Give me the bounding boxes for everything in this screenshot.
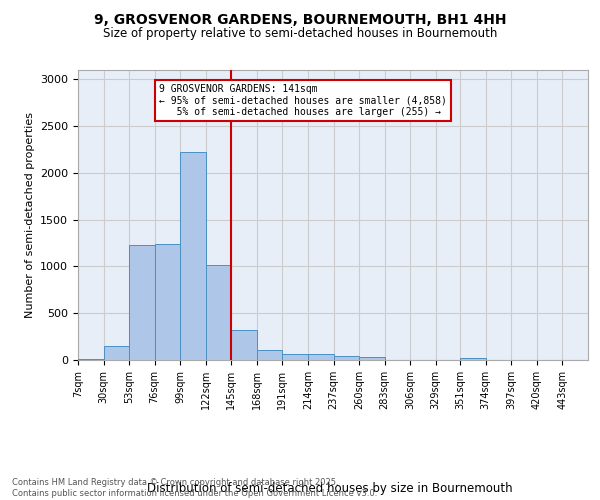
Bar bbox=[257, 350, 283, 360]
Text: 9 GROSVENOR GARDENS: 141sqm
← 95% of semi-detached houses are smaller (4,858)
  : 9 GROSVENOR GARDENS: 141sqm ← 95% of sem… bbox=[159, 84, 447, 117]
Y-axis label: Number of semi-detached properties: Number of semi-detached properties bbox=[25, 112, 35, 318]
Bar bbox=[308, 354, 334, 360]
Text: Size of property relative to semi-detached houses in Bournemouth: Size of property relative to semi-detach… bbox=[103, 28, 497, 40]
Bar bbox=[206, 264, 232, 360]
Text: Distribution of semi-detached houses by size in Bournemouth: Distribution of semi-detached houses by … bbox=[147, 482, 513, 495]
Bar bbox=[180, 152, 206, 360]
Bar bbox=[232, 330, 257, 360]
Bar bbox=[283, 354, 308, 360]
Bar bbox=[460, 358, 486, 360]
Text: 9, GROSVENOR GARDENS, BOURNEMOUTH, BH1 4HH: 9, GROSVENOR GARDENS, BOURNEMOUTH, BH1 4… bbox=[94, 12, 506, 26]
Bar bbox=[334, 356, 359, 360]
Bar bbox=[78, 358, 104, 360]
Bar bbox=[155, 244, 180, 360]
Bar bbox=[104, 346, 129, 360]
Bar bbox=[359, 357, 385, 360]
Bar bbox=[129, 245, 155, 360]
Text: Contains HM Land Registry data © Crown copyright and database right 2025.
Contai: Contains HM Land Registry data © Crown c… bbox=[12, 478, 377, 498]
